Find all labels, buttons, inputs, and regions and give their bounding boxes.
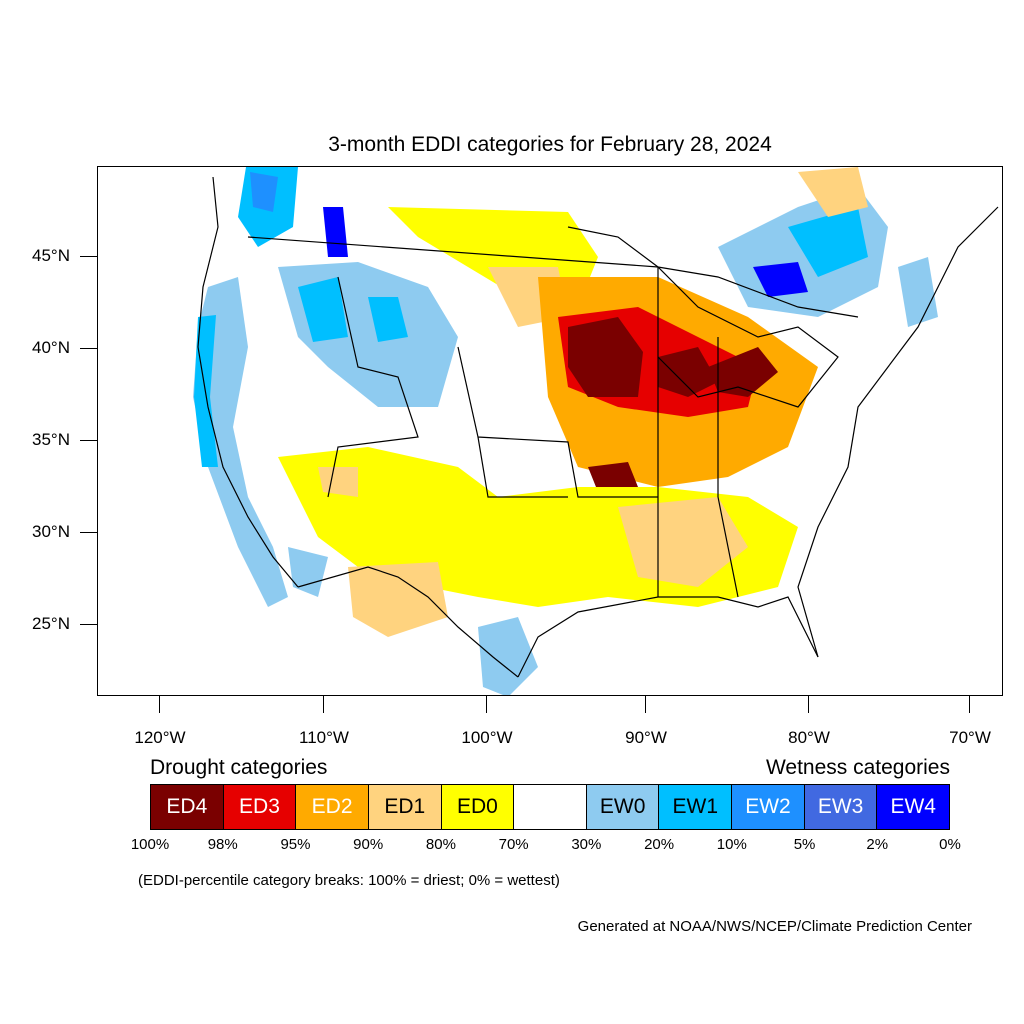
legend-break-label: 100% (130, 836, 170, 853)
legend-swatch: ED0 (441, 785, 515, 829)
legend-break-label: 30% (571, 836, 602, 853)
lon-label: 70°W (949, 728, 991, 747)
lon-label: 110°W (299, 728, 349, 747)
legend-break-label: 70% (498, 836, 529, 853)
legend-break-label: 10% (716, 836, 747, 853)
lon-label: 100°W (461, 728, 513, 747)
drought-region-midwest (538, 277, 818, 492)
lon-tick (159, 696, 161, 713)
legend-swatch: EW2 (732, 785, 805, 829)
boundaries (197, 176, 999, 678)
lon-label: 80°W (788, 728, 830, 747)
legend-swatch: ED4 (151, 785, 224, 829)
legend-break-label: 95% (280, 836, 311, 853)
wet-region-southwest (288, 547, 538, 695)
legend-break-label: 0% (939, 836, 961, 853)
lon-tick (486, 696, 488, 713)
lat-tick (80, 624, 97, 626)
lat-label: 45°N (32, 246, 70, 265)
lon-tick (323, 696, 325, 713)
wet-region-west-coast (193, 167, 348, 607)
legend-break-label: 2% (866, 836, 889, 853)
lat-label: 25°N (32, 614, 70, 633)
legend-swatch: ED1 (368, 785, 442, 829)
legend-swatch (514, 785, 587, 829)
legend-swatch: ED2 (296, 785, 369, 829)
legend-break-label: 20% (644, 836, 675, 853)
drought-heading: Drought categories (150, 756, 328, 779)
lon-tick (645, 696, 647, 713)
legend-swatch: ED3 (223, 785, 297, 829)
lon-tick (969, 696, 971, 713)
legend-swatch: EW0 (586, 785, 660, 829)
drought-region-south (278, 447, 798, 637)
lat-tick (80, 256, 97, 258)
legend-swatch: EW4 (877, 785, 950, 829)
legend-break-label: 98% (207, 836, 238, 853)
lat-tick (80, 348, 97, 350)
lat-tick (80, 532, 97, 534)
eddi-map (193, 167, 999, 695)
lat-label: 30°N (32, 522, 70, 541)
legend-swatch: EW1 (659, 785, 733, 829)
lat-label: 40°N (32, 338, 70, 357)
legend-swatch: EW3 (804, 785, 878, 829)
lon-label: 120°W (134, 728, 186, 747)
wetness-heading: Wetness categories (765, 756, 950, 779)
lat-label: 35°N (32, 430, 70, 449)
map-panel (97, 166, 1003, 696)
wet-region-northeast (718, 187, 938, 327)
lon-label: 90°W (625, 728, 667, 747)
credit-line: Generated at NOAA/NWS/NCEP/Climate Predi… (577, 918, 972, 935)
legend-colorbar: ED4 ED3 ED2 ED1 ED0 EW0 EW1 EW2 EW3 EW4 (150, 784, 950, 830)
legend-break-label: 5% (793, 836, 816, 853)
lon-tick (808, 696, 810, 713)
wet-region-northwest-interior (278, 262, 458, 407)
legend-note: (EDDI-percentile category breaks: 100% =… (138, 872, 560, 889)
legend-break-label: 80% (425, 836, 456, 853)
lat-tick (80, 440, 97, 442)
map-title: 3-month EDDI categories for February 28,… (328, 133, 772, 156)
legend-break-label: 90% (353, 836, 384, 853)
